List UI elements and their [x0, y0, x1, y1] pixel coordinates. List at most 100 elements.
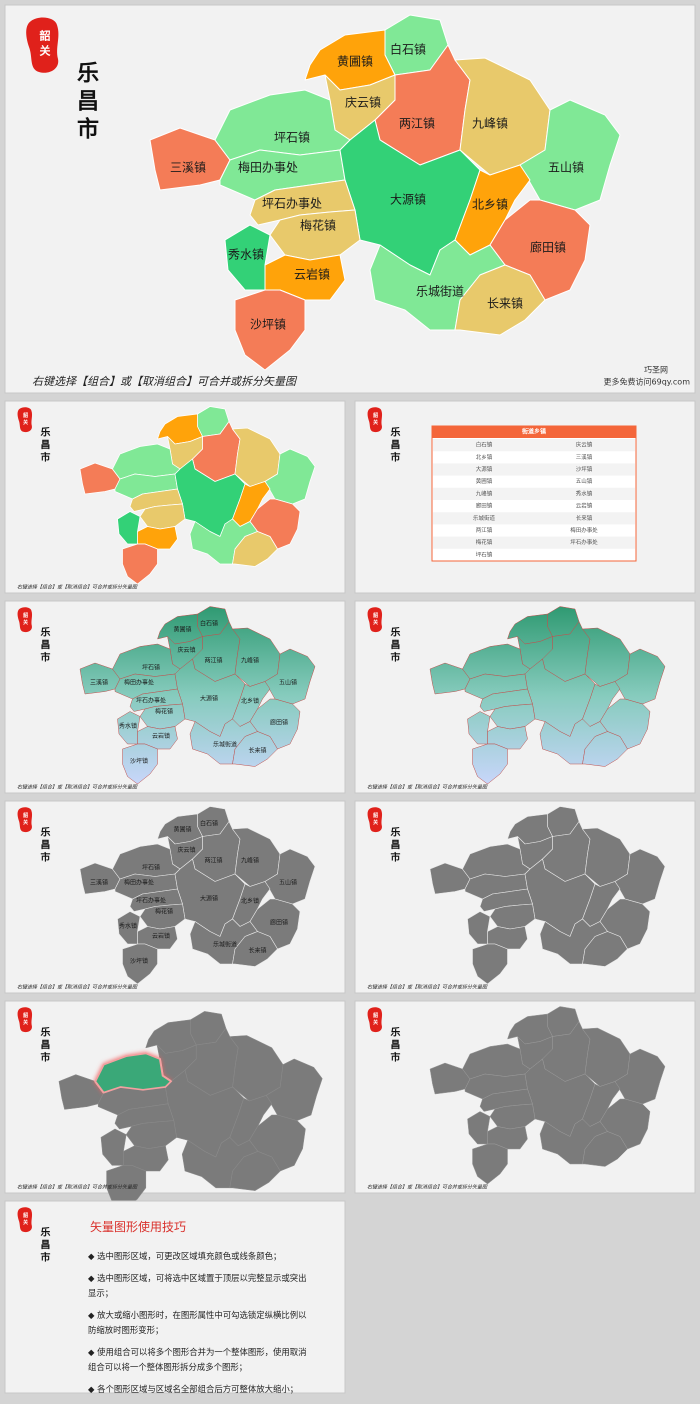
table-cell: 梅花镇 — [476, 538, 493, 546]
region-label: 沙坪镇 — [250, 318, 286, 332]
region — [582, 1131, 628, 1167]
table-cell: 白石镇 — [476, 441, 493, 449]
region-label: 两江镇 — [204, 657, 222, 665]
table-cell: 长来镇 — [576, 514, 593, 522]
region-label: 大源镇 — [390, 193, 426, 207]
table-cell: 九峰镇 — [476, 489, 493, 497]
map — [58, 1011, 323, 1211]
region-label: 坪石办事处 — [262, 196, 322, 211]
region-label: 梅花镇 — [300, 218, 336, 233]
region-label: 北乡镇 — [241, 897, 259, 905]
table-cell: 梅田办事处 — [570, 526, 598, 534]
region-label: 长来镇 — [248, 747, 266, 755]
city-name: 乐昌市 — [389, 1026, 401, 1065]
seal-text: 韶关 — [372, 812, 378, 826]
table-cell: 廊田镇 — [476, 502, 493, 510]
city-name: 乐昌市 — [39, 426, 51, 465]
region-label: 云岩镇 — [152, 732, 170, 740]
region-label: 五山镇 — [279, 879, 297, 887]
region — [614, 648, 666, 705]
region-label: 三溪镇 — [90, 679, 108, 687]
region-label: 梅花镇 — [155, 708, 173, 716]
region-label: 秀水镇 — [119, 922, 137, 930]
region-label: 庆云镇 — [345, 96, 381, 110]
region — [106, 1165, 147, 1211]
seal-text: 韶关 — [22, 812, 28, 826]
tip-item: ◆ 使用组合可以将多个图形合并为一个整体图形，使用取消组合可以将一个整体图形拆分… — [88, 1347, 307, 1372]
seal-text: 韶关 — [372, 412, 378, 426]
tip-item: ◆ 选中图形区域，可更改区域填充颜色或线条颜色； — [88, 1251, 282, 1261]
region — [454, 264, 546, 336]
region-label: 云岩镇 — [152, 932, 170, 940]
seal-text: 韶关 — [22, 412, 28, 426]
seal — [17, 1007, 33, 1033]
region-label: 乐城街道 — [213, 941, 237, 949]
region-label: 五山镇 — [279, 679, 297, 687]
city-name: 乐昌市 — [389, 826, 401, 865]
region — [232, 931, 278, 967]
region — [519, 99, 621, 211]
seal — [17, 807, 33, 833]
region — [489, 903, 536, 930]
map — [429, 806, 666, 985]
region-label: 廊田镇 — [530, 240, 566, 255]
region-label: 秀水镇 — [119, 722, 137, 730]
table-cell: 五山镇 — [576, 477, 593, 485]
region — [139, 503, 186, 530]
region — [614, 848, 666, 905]
table-cell: 乐城街道 — [473, 514, 496, 522]
table-stripe — [433, 463, 635, 476]
region-label: 大源镇 — [200, 895, 218, 903]
region-label: 梅田办事处 — [124, 679, 154, 687]
region — [264, 848, 316, 905]
tips: 矢量图形使用技巧 ◆ 选中图形区域，可更改区域填充颜色或线条颜色； ◆ 选中图形区… — [88, 1218, 313, 1404]
region-label: 坪石镇 — [274, 131, 310, 145]
caption: 右键选择【组合】或【取消组合】可合并或拆分矢量图 — [17, 784, 138, 791]
table-cell: 秀水镇 — [576, 489, 593, 497]
city-name: 乐昌市 — [39, 826, 51, 865]
region — [472, 1143, 508, 1185]
region — [472, 743, 508, 785]
region-label: 三溪镇 — [170, 161, 206, 175]
region — [264, 448, 316, 505]
region — [232, 531, 278, 567]
region-label: 九峰镇 — [241, 657, 259, 665]
region-label: 沙坪镇 — [130, 957, 148, 965]
region — [269, 209, 361, 261]
watermark-url: 更多免费访问69qy.com — [604, 377, 691, 387]
region-label: 廊田镇 — [270, 919, 288, 927]
region-label: 九峰镇 — [241, 857, 259, 865]
caption: 右键选择【组合】或【取消组合】可合并或拆分矢量图 — [17, 584, 138, 591]
tip-item: ◆ 各个图形区域与区域名全部组合后方可整体放大缩小； — [88, 1384, 299, 1394]
region-label: 黄圃镇 — [173, 826, 191, 834]
seal — [26, 17, 59, 73]
table-cell: 庆云镇 — [576, 441, 593, 449]
slide — [4, 1200, 346, 1394]
region — [489, 1103, 536, 1130]
region — [582, 931, 628, 967]
region-label: 坪石办事处 — [136, 897, 166, 905]
region-label: 黄圃镇 — [173, 626, 191, 634]
map — [429, 606, 666, 785]
table-cell: 三溪镇 — [576, 453, 593, 461]
region-label: 乐城街道 — [213, 741, 237, 749]
region — [265, 1058, 323, 1121]
table-cell: 北乡镇 — [476, 453, 493, 461]
tips-list: ◆ 选中图形区域，可更改区域填充颜色或线条颜色； ◆ 选中图形区域，可将选中区域置… — [88, 1249, 313, 1397]
map — [429, 1006, 666, 1185]
region-label: 梅田办事处 — [124, 879, 154, 887]
region-label: 北乡镇 — [472, 198, 508, 212]
seal — [17, 1207, 33, 1233]
region-label: 梅花镇 — [155, 908, 173, 916]
seal-text: 韶关 — [372, 612, 378, 626]
region — [122, 943, 158, 985]
region-label: 五山镇 — [548, 161, 584, 175]
city-name: 乐昌市 — [73, 61, 99, 145]
region-label: 三溪镇 — [90, 879, 108, 887]
table-stripe — [433, 512, 635, 525]
